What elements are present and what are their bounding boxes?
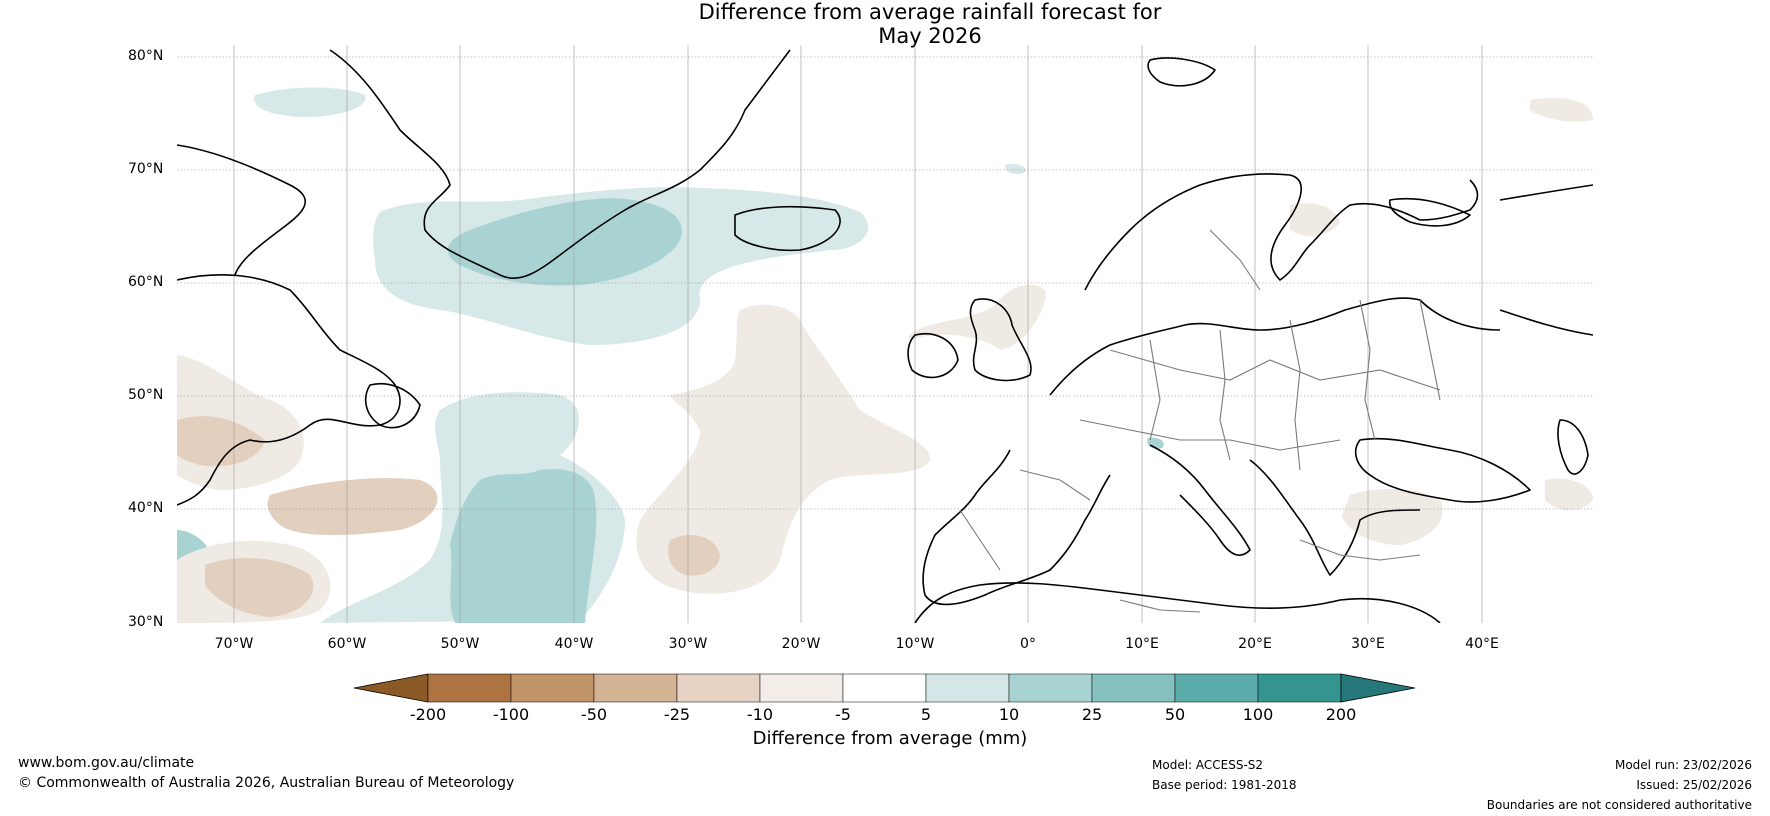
anomaly-shading <box>177 87 1593 623</box>
lat-label-80n: 80°N <box>128 48 164 64</box>
lat-label-50n: 50°N <box>128 387 164 403</box>
map-title: Difference from average rainfall forecas… <box>560 0 1300 48</box>
teal-region-greenland-south <box>447 198 682 286</box>
colorbar-tick-label: -25 <box>663 705 691 724</box>
lat-label-60n: 60°N <box>128 274 164 290</box>
lat-label-30n: 30°N <box>128 614 164 630</box>
lon-label-10w: 10°W <box>895 636 935 652</box>
footer-base-period: Base period: 1981-2018 <box>1152 778 1297 792</box>
colorbar-tick-label: -50 <box>580 705 608 724</box>
lon-label-30e: 30°E <box>1351 636 1385 652</box>
coast-iceland <box>734 205 841 252</box>
coastlines <box>177 49 1593 623</box>
brown-region-turkey <box>1342 488 1443 545</box>
colorbar-tick-label: 5 <box>920 705 932 724</box>
coast-kola <box>1388 197 1471 227</box>
teal-region-small-north-sea <box>1005 163 1026 174</box>
coast-caspian <box>1557 419 1589 475</box>
country-borders <box>959 229 1441 613</box>
lon-label-10e: 10°E <box>1125 636 1159 652</box>
brown-region-canada-core <box>177 416 265 467</box>
brown-region-west-atlantic <box>267 478 438 535</box>
lon-label-70w: 70°W <box>214 636 254 652</box>
coast-iberia <box>922 449 1111 606</box>
lon-label-30w: 30°W <box>668 636 708 652</box>
brown-region-uk <box>908 284 1046 350</box>
brown-region-caucasus <box>1545 478 1593 511</box>
coast-greenland <box>329 49 791 280</box>
lat-label-40n: 40°N <box>128 500 164 516</box>
coast-italy <box>1149 444 1251 556</box>
coast-baffin <box>177 144 306 276</box>
colorbar-tick-label: -10 <box>746 705 774 724</box>
colorbar-tick-label: 100 <box>1242 705 1274 724</box>
coast-black-sea <box>1354 437 1531 503</box>
teal-region-mid-atlantic-core <box>450 469 597 623</box>
coast-russia-north <box>1499 309 1593 336</box>
coast-uk <box>969 298 1032 382</box>
colorbar-title: Difference from average (mm) <box>752 728 1028 749</box>
lon-label-60w: 60°W <box>327 636 367 652</box>
brown-region-southwest-core <box>205 557 314 617</box>
coast-ireland <box>907 333 959 379</box>
coast-europe-mainland <box>1049 297 1501 396</box>
colorbar-tick-label: -200 <box>409 705 447 724</box>
colorbar-tick-label: 25 <box>1081 705 1103 724</box>
teal-region-baffin <box>254 87 366 118</box>
brown-region-east-atlantic <box>636 304 930 594</box>
footer-model: Model: ACCESS-S2 <box>1152 758 1264 772</box>
colorbar-tick-label: 50 <box>1164 705 1186 724</box>
lon-label-0: 0° <box>1020 636 1036 652</box>
coast-africa <box>914 582 1441 623</box>
lon-label-40e: 40°E <box>1465 636 1499 652</box>
coast-newfoundland <box>364 383 421 429</box>
brown-region-azores <box>668 535 720 576</box>
coast-scandinavia <box>1084 173 1479 291</box>
meridians <box>233 45 1483 623</box>
lon-label-20w: 20°W <box>781 636 821 652</box>
title-line-2: May 2026 <box>878 24 982 48</box>
footer-website: www.bom.gov.au/climate <box>18 755 195 771</box>
footer-copyright: © Commonwealth of Australia 2026, Austra… <box>18 775 515 791</box>
lon-label-50w: 50°W <box>440 636 480 652</box>
lat-label-70n: 70°N <box>128 161 164 177</box>
colorbar-tick-label: 10 <box>998 705 1020 724</box>
title-line-1: Difference from average rainfall forecas… <box>698 0 1162 24</box>
lon-label-40w: 40°W <box>554 636 594 652</box>
footer-disclaimer: Boundaries are not considered authoritat… <box>1486 798 1752 812</box>
coast-balkans <box>1249 459 1421 576</box>
colorbar-tick-label: -100 <box>492 705 530 724</box>
colorbar-tick-label: -5 <box>835 705 851 724</box>
brown-region-scandinavia <box>1290 203 1340 237</box>
brown-region-arctic-east <box>1530 97 1593 122</box>
footer-model-run: Model run: 23/02/2026 <box>1614 758 1752 772</box>
coast-east-russia <box>1499 184 1593 201</box>
colorbar-tick-label: 200 <box>1325 705 1357 724</box>
lon-label-20e: 20°E <box>1238 636 1272 652</box>
footer-issued: Issued: 25/02/2026 <box>1636 778 1752 792</box>
coast-svalbard-east <box>1147 57 1216 87</box>
